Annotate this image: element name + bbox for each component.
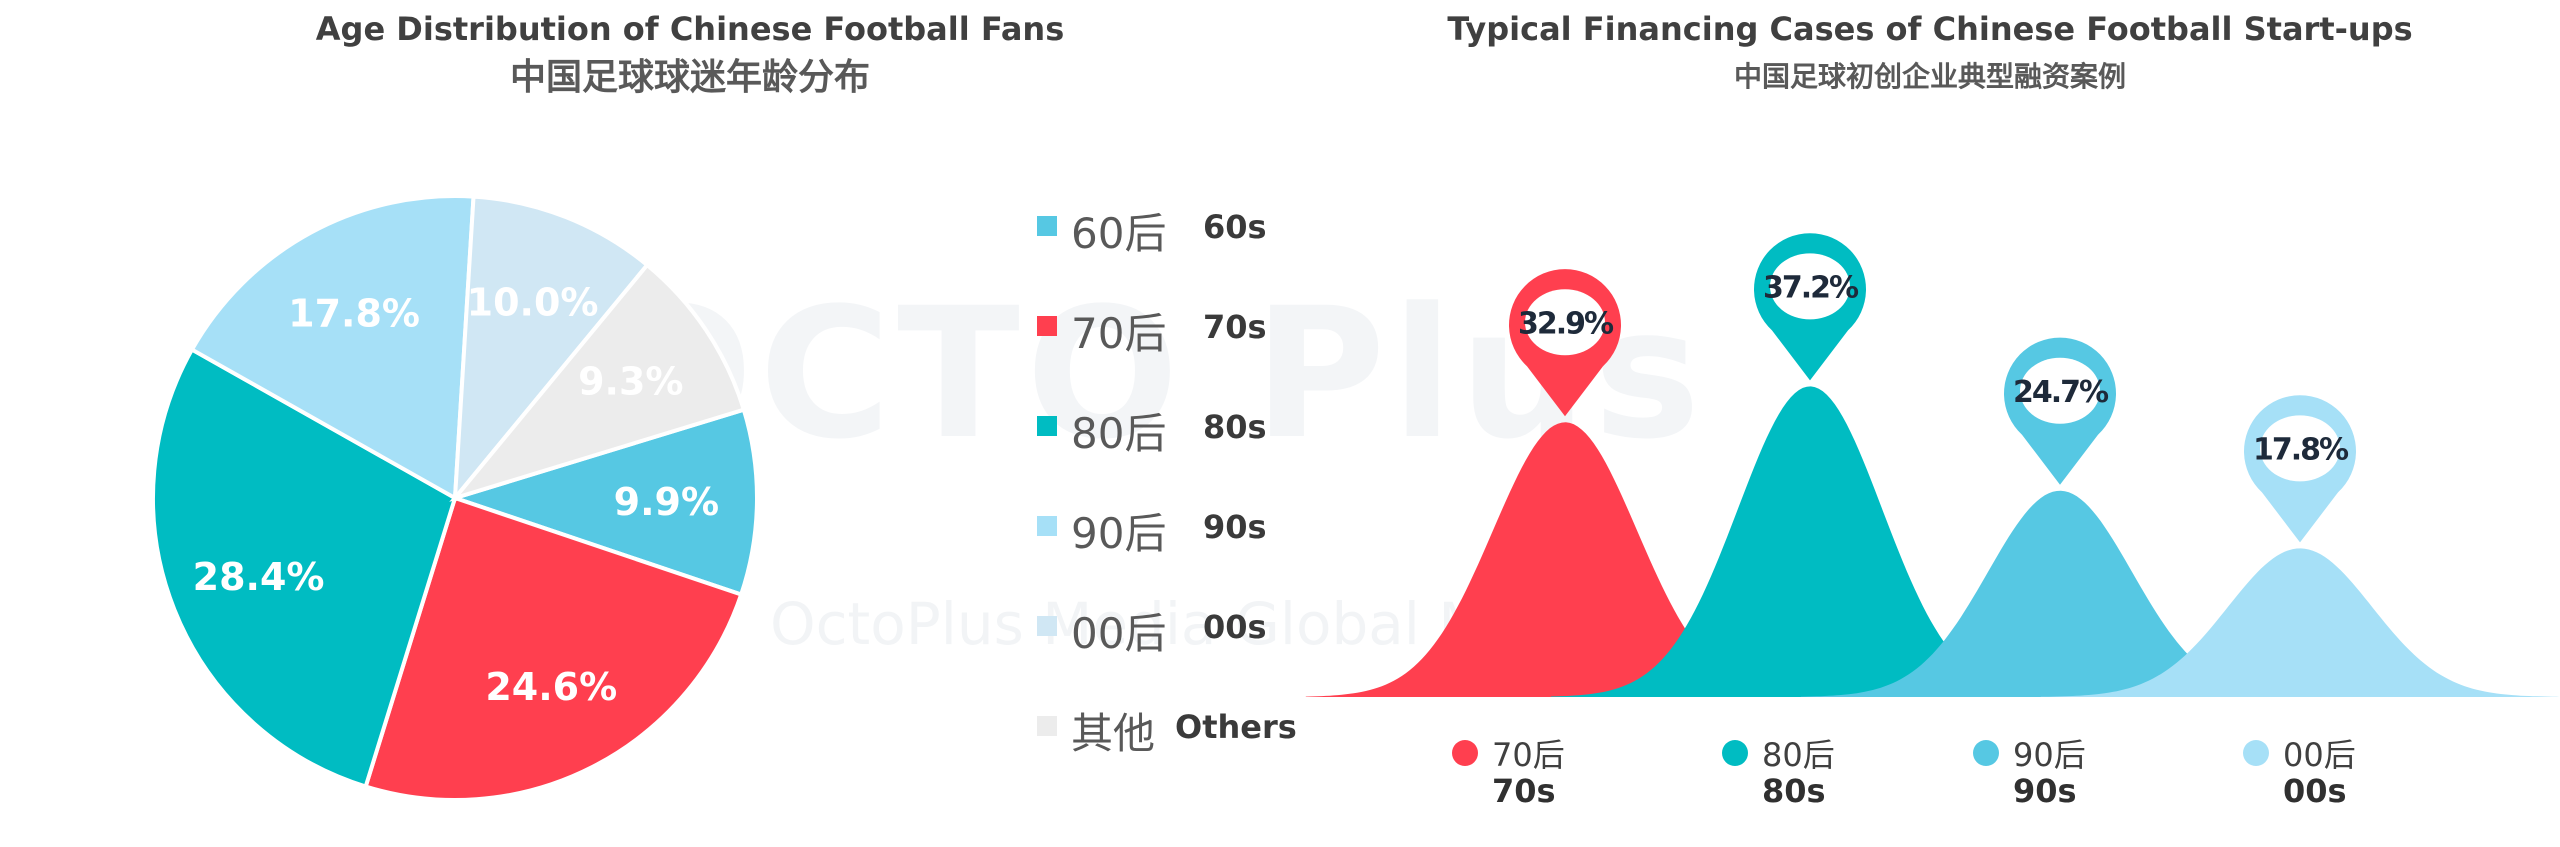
bell-curve-00s — [2040, 548, 2560, 697]
pie-chart-title: Age Distribution of Chinese Football Fan… — [315, 10, 1065, 48]
legend-label-en: 70s — [1203, 308, 1267, 346]
legend-label-en: 80s — [1203, 408, 1267, 446]
legend-item-others: 其他 Others — [1035, 692, 1335, 758]
legend-label-en: 70s — [1492, 772, 1556, 810]
legend-dot — [1973, 740, 1999, 766]
pie-slice-70s — [363, 495, 744, 802]
pie-label-00s: 10.0% — [467, 280, 599, 324]
bell-curve-70s — [1305, 422, 1825, 697]
legend-label-en: 90s — [1203, 508, 1267, 546]
pie-chart-subtitle: 中国足球球迷年龄分布 — [509, 57, 870, 98]
value-pin-face — [1770, 253, 1850, 320]
legend-label-en: 00s — [1203, 608, 1267, 646]
legend-label-en: Others — [1175, 708, 1297, 746]
legend-dot — [2243, 740, 2269, 766]
legend-swatch — [1037, 716, 1057, 736]
legend-item-90s: 90后 90s — [1035, 492, 1335, 558]
legend-label-cn: 70后 — [1492, 736, 1565, 774]
legend-label-cn: 80后 — [1071, 409, 1167, 458]
legend-label-cn: 00后 — [2283, 736, 2356, 774]
legend-label-cn: 90后 — [1071, 509, 1167, 558]
bell-curve-90s — [1800, 490, 2320, 697]
legend-dot — [1722, 740, 1748, 766]
value-pin-80s: 37.2% — [1754, 233, 1867, 381]
pie-label-80s: 28.4% — [193, 555, 325, 599]
pie-label-90s: 17.8% — [288, 291, 420, 335]
value-pin-90s: 24.7% — [2003, 337, 2116, 485]
value-label-00s: 17.8% — [2253, 432, 2349, 467]
pie-slice-90s — [189, 194, 476, 502]
pie-label-70s: 24.6% — [485, 665, 617, 709]
legend-swatch — [1037, 516, 1057, 536]
legend-label-cn: 70后 — [1071, 309, 1167, 358]
legend-label-cn: 其他 — [1071, 709, 1156, 758]
value-pin-face — [1525, 289, 1605, 356]
bell-legend-item-70s: 70后 70s — [1452, 724, 1712, 824]
legend-label-cn: 00后 — [1071, 609, 1167, 658]
bell-legend-item-90s: 90后 90s — [1973, 724, 2233, 824]
legend-swatch — [1037, 316, 1057, 336]
legend-item-00s: 00后 00s — [1035, 592, 1335, 658]
legend-item-70s: 70后 70s — [1035, 292, 1335, 358]
legend-item-80s: 80后 80s — [1035, 392, 1335, 458]
value-pin-00s: 17.8% — [2244, 395, 2356, 543]
pie-slice-60s — [448, 407, 759, 598]
value-label-90s: 24.7% — [2013, 375, 2109, 410]
bell-legend-item-00s: 00后 00s — [2243, 724, 2503, 824]
legend-swatch — [1037, 416, 1057, 436]
legend-label-cn: 80后 — [1762, 736, 1835, 774]
value-pin-face — [2020, 357, 2100, 424]
pie-label-others: 9.3% — [578, 360, 683, 404]
value-label-80s: 37.2% — [1763, 270, 1859, 305]
value-pin-70s: 32.9% — [1509, 269, 1622, 417]
bell-chart-subtitle: 中国足球初创企业典型融资案例 — [1733, 60, 2126, 93]
legend-item-60s: 60后 60s — [1035, 192, 1335, 258]
value-label-70s: 32.9% — [1518, 306, 1614, 341]
legend-swatch — [1037, 216, 1057, 236]
legend-label-en: 80s — [1762, 772, 1826, 810]
bell-curve-80s — [1550, 386, 2070, 697]
bell-chart-title: Typical Financing Cases of Chinese Footb… — [1447, 10, 2413, 48]
pie-label-60s: 9.9% — [614, 480, 719, 524]
pie-slice-80s — [151, 346, 458, 789]
bell-legend-item-80s: 80后 80s — [1722, 724, 1982, 824]
legend-dot — [1452, 740, 1478, 766]
value-pin-face — [2260, 415, 2340, 482]
legend-swatch — [1037, 616, 1057, 636]
legend-label-en: 60s — [1203, 208, 1267, 246]
pie-slice-others — [449, 262, 747, 502]
pie-slice-00s — [452, 194, 650, 505]
legend-label-en: 90s — [2013, 772, 2077, 810]
legend-label-en: 00s — [2283, 772, 2347, 810]
legend-label-cn: 90后 — [2013, 736, 2086, 774]
legend-label-cn: 60后 — [1071, 209, 1167, 258]
